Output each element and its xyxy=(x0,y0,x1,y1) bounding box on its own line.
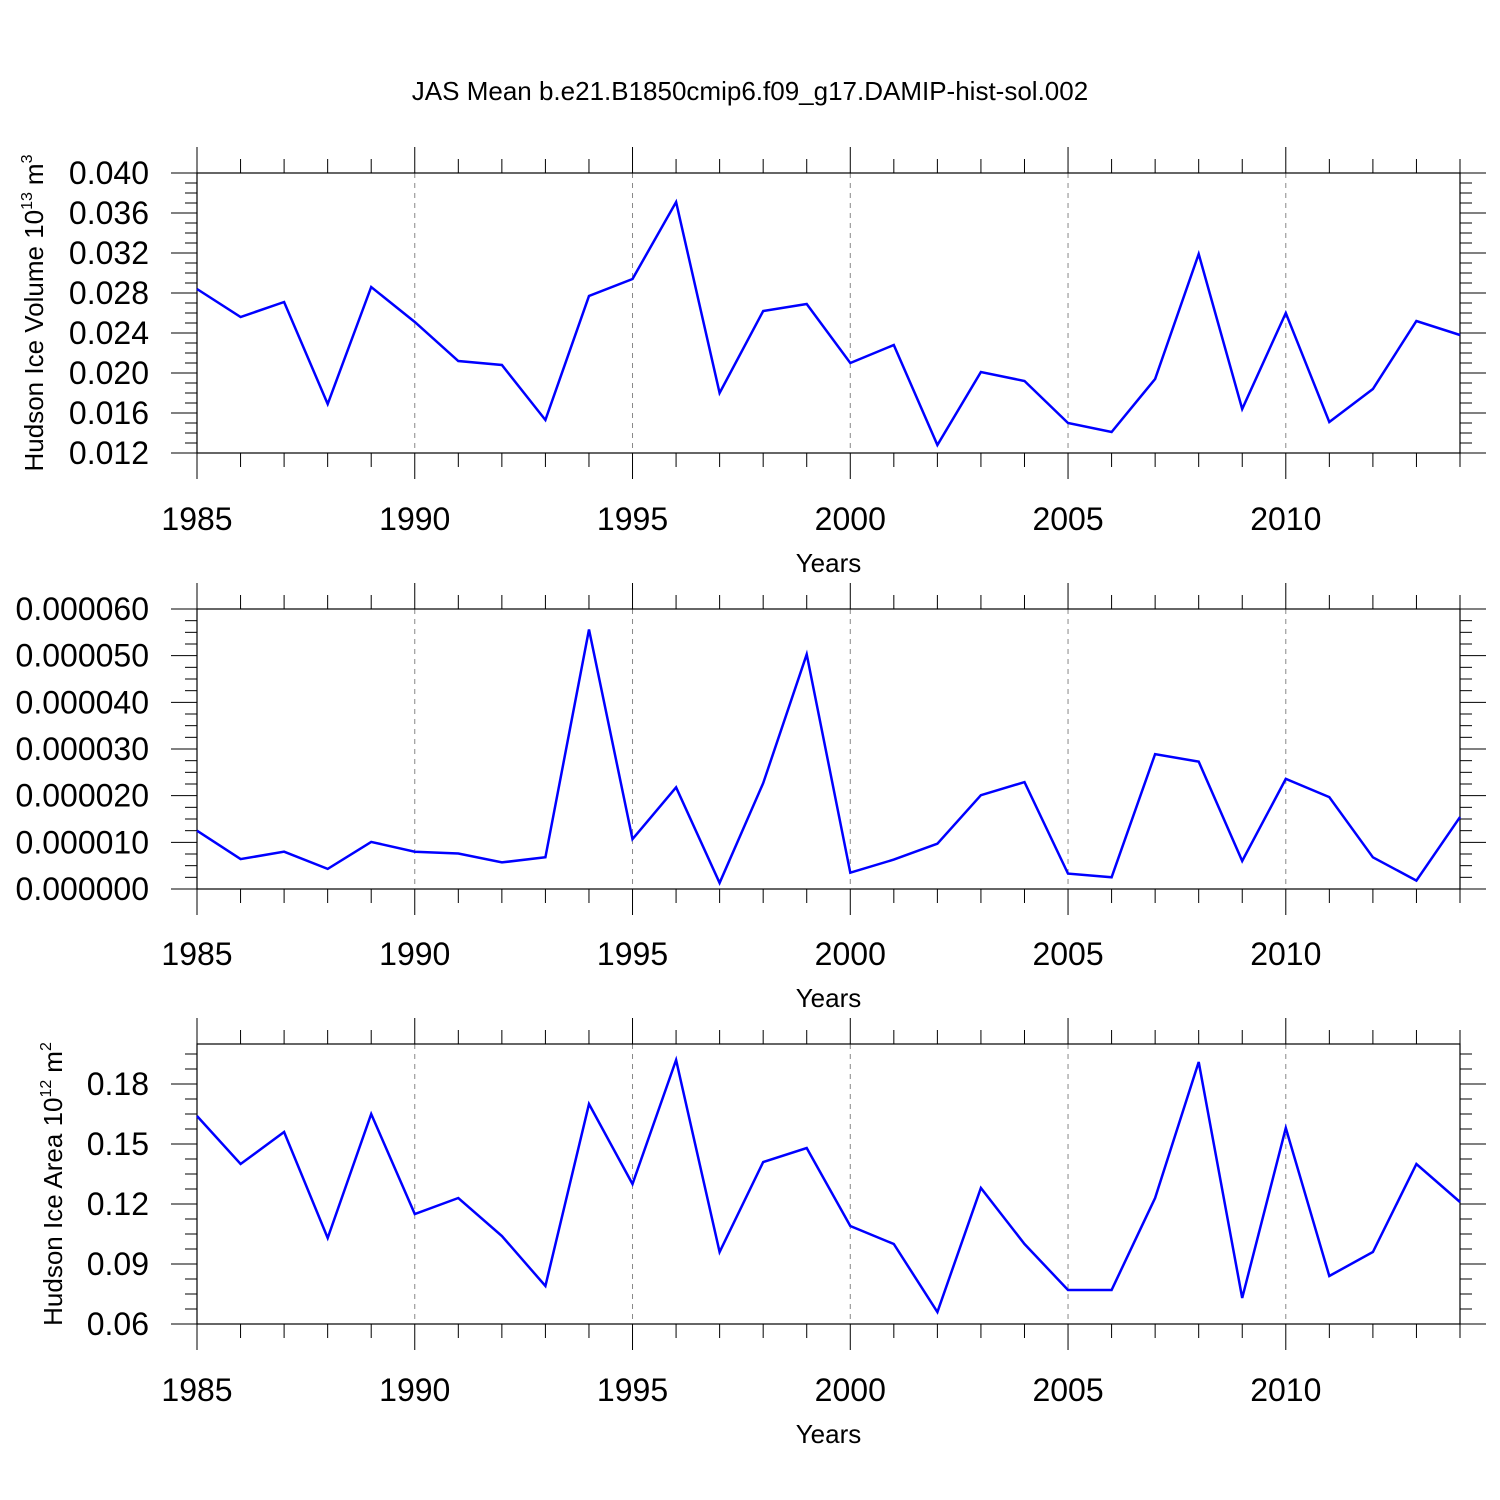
y-tick-label: 0.024 xyxy=(69,315,149,351)
x-tick-label: 2005 xyxy=(1032,936,1103,972)
series-line xyxy=(196,1055,1461,1315)
panel-1: 1985 1990 1995 2000 2005 2010 Years 0.012 0.016 0… xyxy=(19,147,1486,578)
x-axis-title: Years xyxy=(796,983,862,1013)
y-tick-label: 0.12 xyxy=(87,1186,149,1222)
x-tick-label: 1990 xyxy=(379,936,450,972)
y-tick-label: 0.15 xyxy=(87,1126,149,1162)
plot-frame xyxy=(196,1043,1461,1325)
y-tick-label: 0.06 xyxy=(87,1306,149,1342)
y-tick-label: 0.000030 xyxy=(16,731,149,767)
x-tick-label: 1995 xyxy=(597,501,668,537)
y-tick-label: 0.016 xyxy=(69,395,149,431)
y-tick-label: 0.09 xyxy=(87,1246,149,1282)
x-tick-label: 1985 xyxy=(161,1372,232,1408)
panel-2: 1985 1990 1995 2000 2005 2010 Years 0.000000 0.0… xyxy=(16,583,1486,1013)
x-tick-label: 2010 xyxy=(1250,1372,1321,1408)
series-line xyxy=(196,629,1462,886)
plot-frame xyxy=(196,608,1461,890)
y-axis-title-text: Hudson Ice Volume 10 xyxy=(19,210,49,472)
x-tick-label: 1990 xyxy=(379,1372,450,1408)
y-axis-title: Hudson Ice Volume 1013 m3 xyxy=(19,154,49,471)
y-tick-label: 0.036 xyxy=(69,195,149,231)
y-axis-title-exponent: 13 xyxy=(19,192,36,210)
x-tick-label: 2005 xyxy=(1032,501,1103,537)
x-tick-label: 2000 xyxy=(815,1372,886,1408)
plot-frame xyxy=(196,172,1461,454)
x-tick-label: 2005 xyxy=(1032,1372,1103,1408)
series-line xyxy=(196,198,1461,448)
y-axis-title-unit-exponent: 2 xyxy=(38,1042,55,1051)
y-axis-title-exponent: 12 xyxy=(38,1080,55,1098)
x-tick-label: 2010 xyxy=(1250,501,1321,537)
x-tick-label: 1990 xyxy=(379,501,450,537)
y-tick-label: 0.18 xyxy=(87,1066,149,1102)
y-tick-label: 0.000060 xyxy=(16,591,149,627)
y-axis-title-text: Hudson Ice Area 10 xyxy=(38,1097,68,1325)
y-tick-label: 0.040 xyxy=(69,155,149,191)
x-tick-label: 2000 xyxy=(815,936,886,972)
y-axis-title: Hudson Ice Area 1012 m2 xyxy=(38,1042,68,1326)
y-axis-title-unit: m xyxy=(19,163,49,185)
y-tick-label: 0.032 xyxy=(69,235,149,271)
x-tick-label: 1995 xyxy=(597,936,668,972)
y-tick-label: 0.000020 xyxy=(16,778,149,814)
x-tick-label: 1985 xyxy=(161,501,232,537)
x-tick-label: 1995 xyxy=(597,1372,668,1408)
chart-title: JAS Mean b.e21.B1850cmip6.f09_g17.DAMIP-… xyxy=(412,76,1088,106)
y-tick-label: 0.000050 xyxy=(16,638,149,674)
panel-3: 1985 1990 1995 2000 2005 2010 Years 0.06 0.09 0.1… xyxy=(38,1018,1486,1449)
y-axis-title-unit-exponent: 3 xyxy=(19,154,36,163)
y-axis-title-unit: m xyxy=(38,1051,68,1073)
x-axis-title: Years xyxy=(796,1419,862,1449)
y-tick-label: 0.028 xyxy=(69,275,149,311)
y-tick-label: 0.012 xyxy=(69,435,149,471)
y-tick-label: 0.000040 xyxy=(16,684,149,720)
x-tick-label: 2010 xyxy=(1250,936,1321,972)
x-tick-label: 1985 xyxy=(161,936,232,972)
y-tick-label: 0.000010 xyxy=(16,824,149,860)
y-tick-label: 0.020 xyxy=(69,355,149,391)
y-tick-label: 0.000000 xyxy=(16,871,149,907)
x-tick-label: 2000 xyxy=(815,501,886,537)
x-axis-title: Years xyxy=(796,548,862,578)
